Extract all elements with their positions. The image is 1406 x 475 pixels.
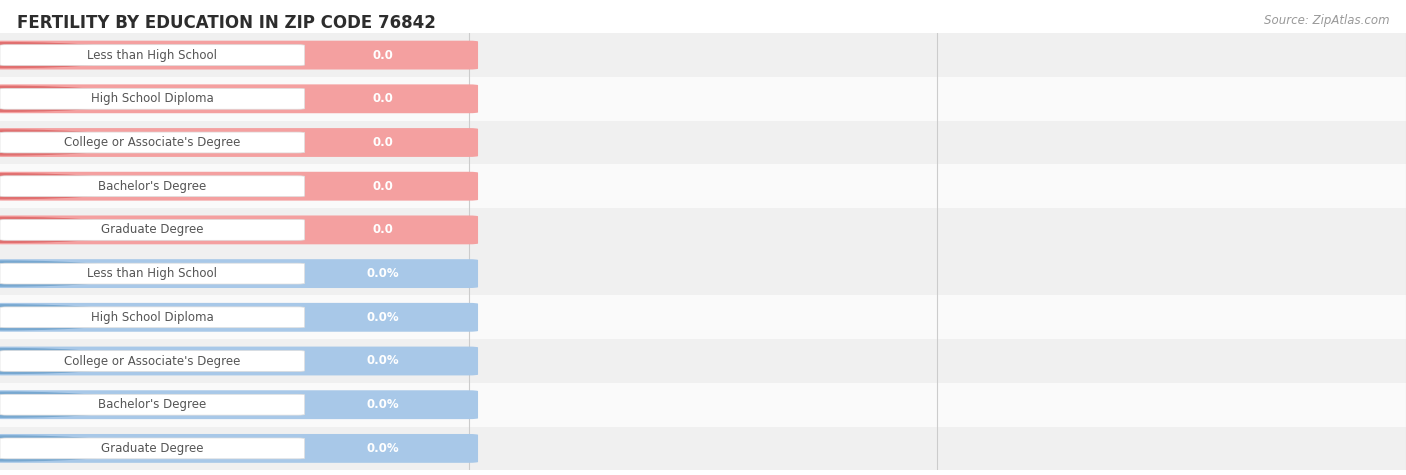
Text: Graduate Degree: Graduate Degree (101, 442, 204, 455)
Text: Less than High School: Less than High School (87, 267, 218, 280)
Text: Less than High School: Less than High School (87, 48, 218, 62)
Bar (0, 252, 1406, 295)
FancyBboxPatch shape (0, 303, 478, 332)
Circle shape (0, 174, 138, 199)
Text: College or Associate's Degree: College or Associate's Degree (65, 136, 240, 149)
Text: 0.0: 0.0 (373, 223, 394, 237)
FancyBboxPatch shape (0, 45, 305, 66)
Text: 0.0%: 0.0% (367, 442, 399, 455)
FancyBboxPatch shape (0, 434, 478, 463)
Text: High School Diploma: High School Diploma (91, 311, 214, 324)
Text: 0.0%: 0.0% (367, 398, 399, 411)
FancyBboxPatch shape (0, 88, 305, 109)
Bar (0, 164, 1406, 208)
FancyBboxPatch shape (0, 132, 305, 153)
FancyBboxPatch shape (0, 216, 478, 244)
Circle shape (0, 392, 138, 417)
Bar (0, 383, 1406, 427)
FancyBboxPatch shape (0, 85, 478, 113)
Text: High School Diploma: High School Diploma (91, 92, 214, 105)
FancyBboxPatch shape (0, 172, 478, 200)
Bar (0, 295, 1406, 339)
Bar (0, 121, 1406, 164)
Circle shape (0, 349, 138, 373)
Text: FERTILITY BY EDUCATION IN ZIP CODE 76842: FERTILITY BY EDUCATION IN ZIP CODE 76842 (17, 14, 436, 32)
Bar (0, 339, 1406, 383)
FancyBboxPatch shape (0, 438, 305, 459)
Bar (0, 208, 1406, 252)
FancyBboxPatch shape (0, 394, 305, 415)
FancyBboxPatch shape (0, 128, 478, 157)
Circle shape (0, 261, 138, 286)
FancyBboxPatch shape (0, 41, 478, 69)
Bar (0, 77, 1406, 121)
Circle shape (0, 305, 138, 330)
Text: 0.0: 0.0 (373, 92, 394, 105)
FancyBboxPatch shape (0, 263, 305, 284)
Text: Bachelor's Degree: Bachelor's Degree (98, 180, 207, 193)
Circle shape (0, 436, 138, 461)
Text: Source: ZipAtlas.com: Source: ZipAtlas.com (1264, 14, 1389, 27)
Text: Bachelor's Degree: Bachelor's Degree (98, 398, 207, 411)
FancyBboxPatch shape (0, 259, 478, 288)
FancyBboxPatch shape (0, 351, 305, 371)
FancyBboxPatch shape (0, 176, 305, 197)
Circle shape (0, 218, 138, 242)
FancyBboxPatch shape (0, 307, 305, 328)
Text: 0.0%: 0.0% (367, 267, 399, 280)
Circle shape (0, 86, 138, 111)
Circle shape (0, 130, 138, 155)
Text: 0.0: 0.0 (373, 48, 394, 62)
Text: 0.0%: 0.0% (367, 354, 399, 368)
Text: 0.0%: 0.0% (367, 311, 399, 324)
FancyBboxPatch shape (0, 390, 478, 419)
Text: 0.0: 0.0 (373, 136, 394, 149)
Bar (0, 33, 1406, 77)
Text: Graduate Degree: Graduate Degree (101, 223, 204, 237)
FancyBboxPatch shape (0, 219, 305, 240)
Text: 0.0: 0.0 (373, 180, 394, 193)
FancyBboxPatch shape (0, 347, 478, 375)
Circle shape (0, 43, 138, 67)
Bar (0, 427, 1406, 470)
Text: College or Associate's Degree: College or Associate's Degree (65, 354, 240, 368)
